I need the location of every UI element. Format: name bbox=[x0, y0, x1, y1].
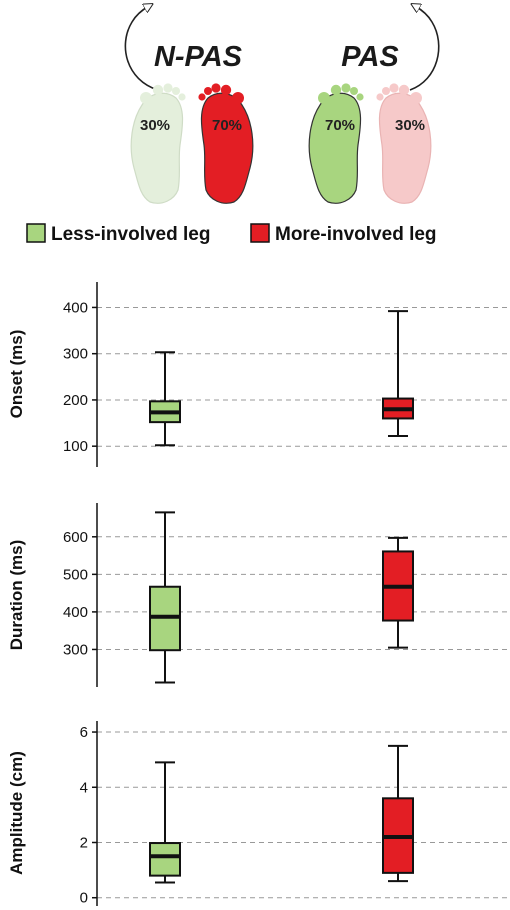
pas-left-foot-sole bbox=[308, 92, 362, 204]
panel-duration: 300 400 500 600 Duration (ms) bbox=[7, 503, 508, 687]
npas-right-percent: 70% bbox=[212, 117, 242, 134]
npas-left-foot-icon bbox=[130, 83, 186, 204]
amplitude-tick-label: 4 bbox=[80, 779, 88, 796]
duration-tick-label: 400 bbox=[63, 604, 88, 621]
panel-onset: 100 200 300 400 Onset (ms) bbox=[7, 282, 508, 467]
amplitude-tick-label: 6 bbox=[80, 724, 88, 741]
onset-tick-label: 100 bbox=[63, 438, 88, 455]
onset-box-more-involved bbox=[382, 310, 414, 438]
onset-tick-label: 300 bbox=[63, 346, 88, 363]
npas-weight-arrow-icon bbox=[124, 6, 159, 91]
amplitude-axis-title: Amplitude (cm) bbox=[7, 751, 26, 875]
feet-illustration: N-PAS 30% 70% PAS bbox=[124, 6, 440, 204]
amplitude-box-less-involved bbox=[149, 761, 181, 884]
pas-feet: PAS 70% 30% bbox=[308, 6, 440, 204]
pas-weight-arrow-icon bbox=[410, 6, 440, 91]
duration-box-less-involved bbox=[149, 511, 181, 684]
onset-tick-label: 400 bbox=[63, 299, 88, 316]
npas-title: N-PAS bbox=[154, 41, 243, 73]
npas-left-foot-sole bbox=[130, 92, 184, 204]
legend: Less-involved leg More-involved leg bbox=[26, 223, 437, 245]
duration-tick-label: 600 bbox=[63, 529, 88, 546]
pas-right-foot-sole bbox=[378, 92, 432, 204]
npas-feet: N-PAS 30% 70% bbox=[124, 6, 254, 204]
panel-amplitude: 0 2 4 6 Amplitude (cm) bbox=[7, 721, 508, 907]
onset-axis-title: Onset (ms) bbox=[7, 330, 26, 419]
npas-left-percent: 30% bbox=[140, 117, 170, 134]
amplitude-box-more-involved bbox=[382, 744, 414, 883]
duration-tick-label: 300 bbox=[63, 641, 88, 658]
legend-label-more-involved: More-involved leg bbox=[275, 224, 437, 245]
pas-right-percent: 30% bbox=[395, 117, 425, 134]
legend-swatch-more-involved bbox=[250, 223, 270, 243]
duration-tick-label: 500 bbox=[63, 566, 88, 583]
pas-left-percent: 70% bbox=[325, 117, 355, 134]
npas-right-foot-icon bbox=[198, 83, 254, 204]
amplitude-iqr-box bbox=[149, 842, 181, 877]
pas-right-foot-icon bbox=[376, 83, 432, 204]
legend-label-less-involved: Less-involved leg bbox=[51, 224, 210, 245]
amplitude-tick-label: 2 bbox=[80, 834, 88, 851]
duration-axis-title: Duration (ms) bbox=[7, 540, 26, 651]
pas-title: PAS bbox=[341, 41, 399, 73]
onset-box-less-involved bbox=[149, 351, 181, 447]
duration-box-more-involved bbox=[382, 536, 414, 649]
pas-left-foot-icon bbox=[308, 83, 364, 204]
npas-right-foot-sole bbox=[200, 92, 254, 204]
legend-swatch-less-involved bbox=[26, 223, 46, 243]
onset-tick-label: 200 bbox=[63, 392, 88, 409]
amplitude-tick-label: 0 bbox=[80, 890, 88, 907]
